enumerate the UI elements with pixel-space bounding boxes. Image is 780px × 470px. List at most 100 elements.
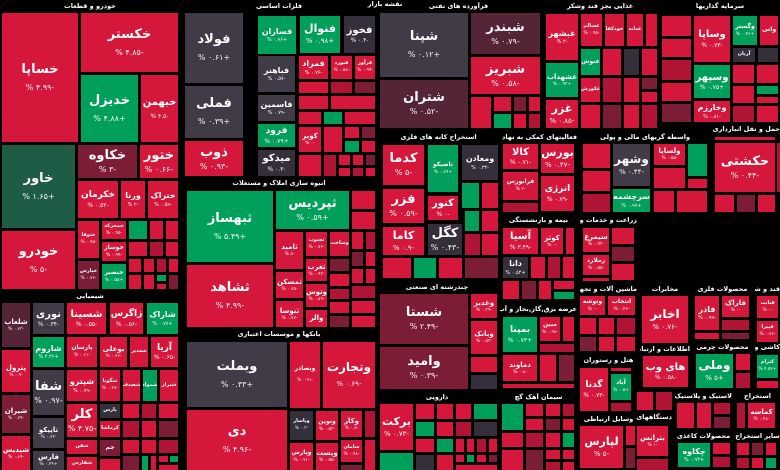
stock-tile-small[interactable] — [514, 114, 526, 128]
stock-tile[interactable]: وملی +۵ % — [696, 354, 733, 388]
stock-tile[interactable]: فاذر -۰.۹۹ % — [695, 296, 719, 330]
stock-tile-small[interactable] — [439, 258, 462, 278]
stock-tile[interactable]: خکاوه -۳ % — [78, 145, 137, 178]
stock-tile-small[interactable] — [503, 384, 574, 388]
stock-tile[interactable]: شفارس — [67, 457, 97, 470]
stock-tile[interactable]: فنورد -۰.۵۸ % — [331, 56, 352, 79]
stock-tile[interactable]: تاپیکو -۰.۶۳ % — [33, 418, 64, 448]
stock-tile-small[interactable] — [733, 106, 754, 122]
stock-tile-small[interactable] — [465, 234, 480, 255]
stock-tile[interactable]: خودرو -۵ % — [2, 231, 75, 289]
stock-tile[interactable]: فباهنر -۰.۵۷ % — [258, 56, 295, 92]
stock-tile[interactable]: وبملت +۰.۳۳ % — [187, 342, 287, 407]
stock-tile-small[interactable] — [563, 257, 574, 278]
stock-tile-small[interactable] — [299, 82, 328, 93]
stock-tile-small[interactable] — [503, 203, 538, 212]
stock-tile-small[interactable] — [159, 465, 178, 470]
stock-tile-small[interactable] — [656, 392, 672, 410]
stock-tile-small[interactable] — [299, 96, 328, 109]
stock-tile[interactable]: سرچشمه +۰.۹۷ % — [613, 189, 650, 212]
stock-tile-small[interactable] — [531, 257, 545, 278]
stock-tile-small[interactable] — [757, 65, 778, 83]
stock-tile[interactable]: دی -۴.۹۶ % — [187, 410, 287, 470]
stock-tile-small[interactable] — [757, 106, 778, 122]
stock-tile-small[interactable] — [169, 259, 178, 272]
stock-tile-small[interactable] — [142, 404, 156, 418]
stock-tile[interactable]: سامان -۰.۹۸ % — [341, 440, 362, 462]
stock-tile[interactable]: نوری -۰.۳۴ % — [33, 303, 64, 334]
stock-tile[interactable]: آباد +۰.۵ % — [611, 374, 631, 400]
stock-tile-small[interactable] — [777, 143, 780, 192]
stock-tile[interactable]: پارس — [100, 404, 120, 418]
stock-tile-small[interactable] — [465, 258, 498, 278]
stock-tile-small[interactable] — [416, 422, 434, 436]
stock-tile-small[interactable] — [345, 127, 359, 138]
stock-tile-small[interactable] — [123, 440, 139, 453]
stock-tile-small[interactable] — [714, 417, 730, 428]
stock-tile-small[interactable] — [166, 242, 178, 256]
stock-tile-small[interactable] — [471, 97, 491, 128]
stock-tile-small[interactable] — [144, 259, 154, 272]
stock-tile-small[interactable] — [736, 373, 750, 388]
stock-tile-small[interactable] — [330, 316, 349, 327]
stock-tile[interactable]: وپست -۰.۵۵ % — [316, 443, 338, 470]
stock-tile[interactable]: مبین -۰.۹۸ % — [540, 317, 560, 341]
stock-tile[interactable]: ثامید -۵ % — [276, 232, 303, 269]
stock-tile-small[interactable] — [502, 433, 523, 447]
stock-tile-small[interactable] — [654, 191, 674, 212]
stock-tile[interactable]: خکستر -۴.۸۵ % — [81, 13, 178, 72]
stock-tile-small[interactable] — [144, 275, 154, 289]
stock-tile-small[interactable] — [758, 48, 778, 62]
stock-tile[interactable]: وتوس -۰.۸۹ % — [306, 284, 327, 307]
stock-tile[interactable]: خوساز -۰.۹۹ % — [102, 242, 126, 261]
stock-tile[interactable]: وپاسار -۰.۳ % — [290, 411, 313, 440]
stock-tile-small[interactable] — [757, 97, 778, 103]
stock-tile-small[interactable] — [599, 318, 614, 334]
stock-tile-small[interactable] — [324, 127, 342, 152]
stock-tile[interactable]: حکشتی -۰.۴۴ % — [715, 143, 775, 192]
stock-tile-small[interactable] — [129, 221, 147, 239]
stock-tile-small[interactable] — [159, 404, 178, 418]
stock-tile[interactable]: وتجارت -۰.۶۹ % — [323, 342, 375, 408]
stock-tile-small[interactable] — [330, 289, 349, 299]
stock-tile-small[interactable] — [662, 60, 691, 80]
stock-tile-small[interactable] — [324, 155, 336, 176]
stock-tile[interactable]: غدانه — [627, 14, 643, 46]
stock-tile[interactable]: پارسان -۰.۶۱ % — [67, 337, 97, 367]
stock-tile[interactable]: قثابت -۰ % — [757, 296, 778, 318]
stock-tile[interactable]: شبندر -۰.۷۹ % — [471, 13, 540, 54]
stock-tile-small[interactable] — [737, 195, 755, 212]
stock-tile-small[interactable] — [494, 114, 511, 128]
stock-tile-small[interactable] — [123, 404, 139, 418]
stock-tile[interactable]: شگویا -۰.۷۷ % — [100, 370, 120, 401]
stock-tile[interactable]: شیراز — [160, 370, 178, 401]
stock-tile-small[interactable] — [477, 439, 486, 452]
stock-tile[interactable]: کلر -۴.۷۵ % — [67, 404, 97, 437]
stock-tile[interactable]: سیمرغ -۰.۹۳ % — [583, 228, 609, 252]
stock-tile[interactable]: ثبهساز +۵.۴۹ % — [187, 191, 273, 262]
stock-tile[interactable]: انرژی -۰.۷۹ % — [541, 176, 574, 211]
stock-tile-small[interactable] — [611, 368, 631, 371]
stock-tile[interactable]: ثشاهد -۴.۹۹ % — [187, 265, 273, 327]
stock-tile-small[interactable] — [456, 439, 464, 452]
stock-tile-small[interactable] — [159, 456, 168, 462]
stock-tile-small[interactable] — [142, 421, 156, 437]
stock-tile[interactable]: شاروم +۴.۳۶ % — [33, 337, 64, 367]
stock-tile[interactable]: خودکفا — [605, 14, 624, 46]
stock-tile-small[interactable] — [662, 104, 691, 122]
stock-tile[interactable]: شفن — [67, 440, 97, 454]
stock-tile-small[interactable] — [583, 278, 609, 281]
stock-tile[interactable]: شلعاب -۰.۷۳ % — [2, 303, 30, 347]
stock-tile-small[interactable] — [637, 392, 653, 410]
stock-tile[interactable]: دماوند -۰.۸ % — [503, 355, 537, 381]
stock-tile-small[interactable] — [662, 83, 691, 101]
stock-tile[interactable]: کنور -۰ % — [428, 196, 458, 220]
stock-tile-small[interactable] — [331, 82, 352, 93]
stock-tile-small[interactable] — [688, 179, 707, 188]
stock-tile-small[interactable] — [437, 439, 453, 452]
stock-tile-small[interactable] — [583, 144, 610, 168]
stock-tile-small[interactable] — [345, 112, 375, 124]
stock-tile-small[interactable] — [482, 183, 498, 208]
stock-tile[interactable]: فاراک -۰ % — [722, 296, 749, 317]
stock-tile-small[interactable] — [599, 337, 614, 351]
